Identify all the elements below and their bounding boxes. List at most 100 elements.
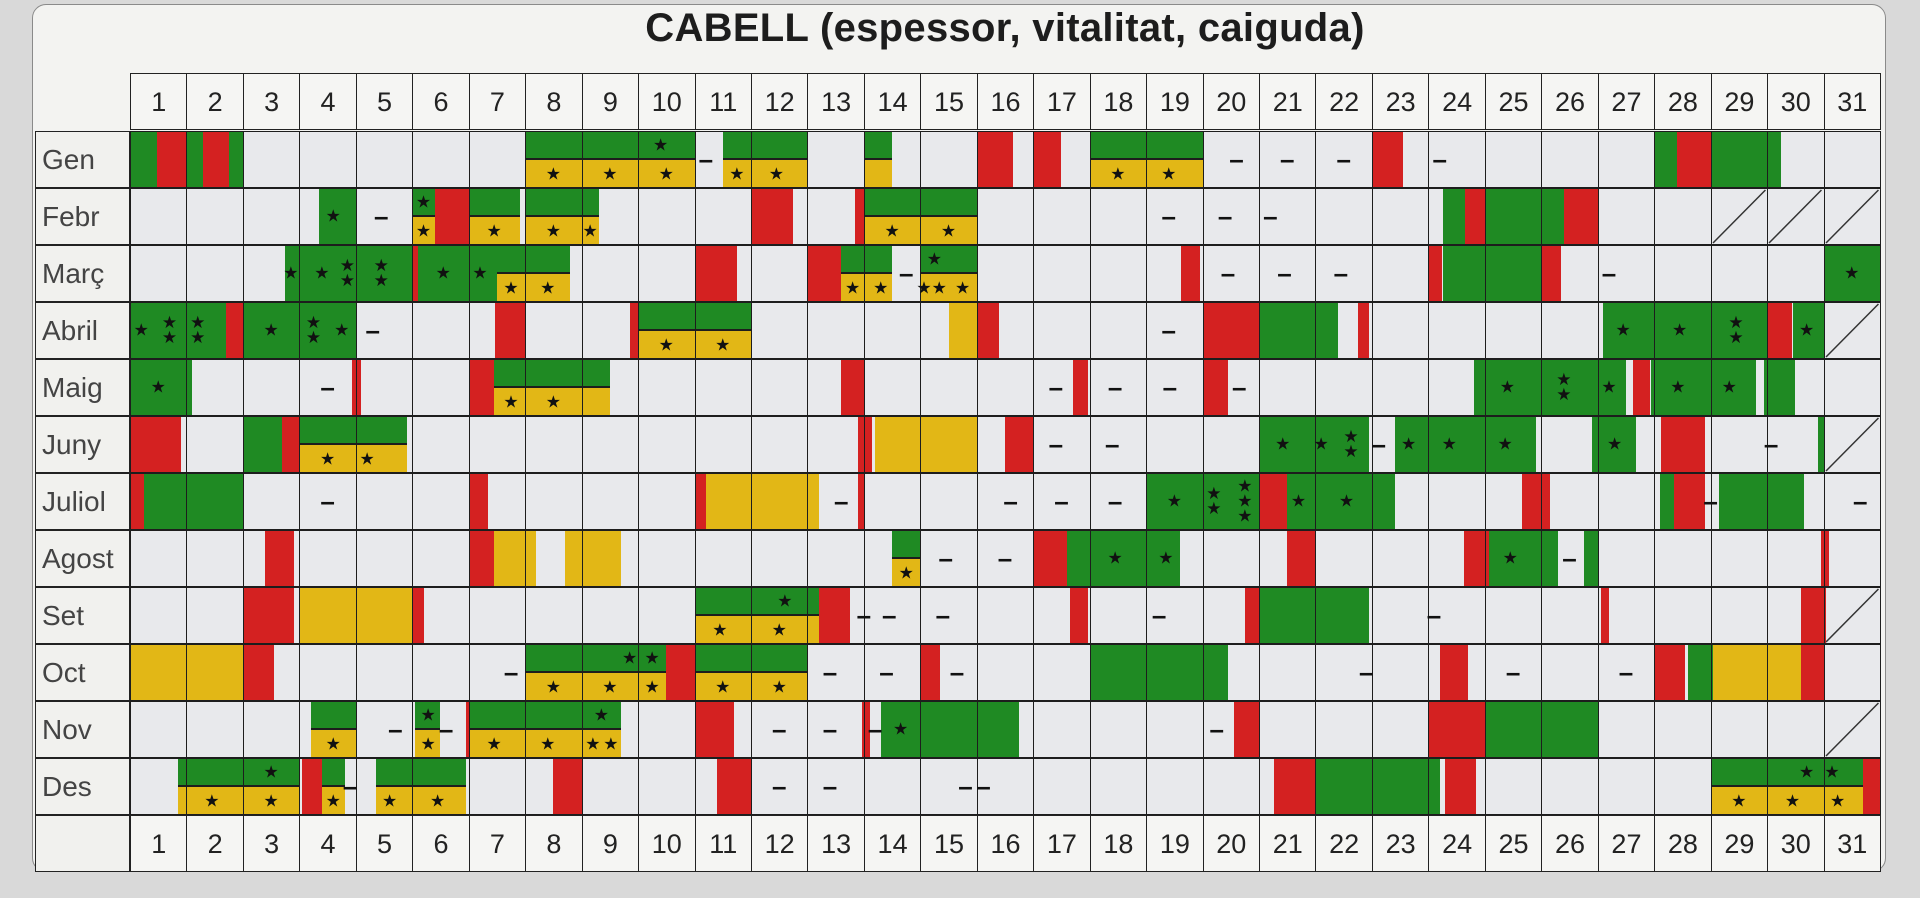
star-icon: ★ (644, 648, 660, 668)
day-cell (242, 701, 301, 758)
star-icon: ★ (892, 719, 909, 739)
day-cell (1541, 644, 1599, 701)
red-segment (1072, 359, 1088, 416)
favourable-green-segment (375, 758, 466, 786)
day-cell (750, 302, 809, 359)
day-cell (299, 587, 357, 644)
day-cell (1371, 587, 1430, 644)
day-cell (355, 701, 414, 758)
favourable-green-segment (863, 131, 893, 159)
day-cell (694, 701, 752, 758)
header-day: 13 (807, 73, 865, 130)
red-segment (1800, 644, 1824, 701)
day-cell (1371, 188, 1430, 245)
star-icon: ★ (884, 221, 900, 241)
star-icon: ★ (382, 791, 398, 811)
footer-day: 19 (1146, 815, 1204, 872)
day-cell (1428, 359, 1486, 416)
red-segment (858, 416, 873, 473)
star-icon: ★ (602, 677, 618, 697)
day-cell (1767, 359, 1825, 416)
day-cell (299, 644, 357, 701)
green-segment (242, 416, 283, 473)
star-icon: ★ (715, 677, 731, 697)
footer-day: 9 (581, 815, 640, 872)
favourable-green-segment (525, 644, 667, 672)
day-cell (1089, 758, 1148, 815)
month-row: ★ – ★ ★ – – – – ★ ★ ★ ★ ★ ★ (130, 359, 1881, 416)
red-segment (717, 758, 751, 815)
day-cell (694, 245, 752, 302)
day-cell (355, 530, 414, 587)
day-cell (186, 359, 244, 416)
day-cell (1089, 701, 1148, 758)
day-cell (581, 758, 640, 815)
yellow-segment (1713, 644, 1801, 701)
green-segment (285, 245, 413, 302)
red-segment (1820, 530, 1830, 587)
day-cell (525, 416, 583, 473)
day-cell (920, 416, 978, 473)
star-icon: ★ (1798, 762, 1815, 782)
star-icon: ★ (1844, 263, 1860, 283)
green-segment (1719, 473, 1804, 530)
star-icon: ★ (314, 263, 330, 283)
month-row: ★ ★ ★ – – – – – (130, 587, 1881, 644)
favourable-green-segment (496, 245, 571, 273)
star-icon: ★ (133, 320, 149, 340)
day-cell (1654, 758, 1712, 815)
day-cell (1767, 530, 1825, 587)
green-segment (1394, 416, 1536, 473)
favourable-green-segment (920, 245, 977, 273)
day-cell (130, 758, 188, 815)
favourable-yellow-segment (310, 730, 356, 758)
red-segment (1600, 587, 1610, 644)
green-segment (1823, 245, 1880, 302)
day-cell (468, 473, 527, 530)
day-cell (1202, 530, 1261, 587)
day-cell (638, 245, 696, 302)
green-segment (1259, 302, 1339, 359)
star-icon: ★ (420, 734, 436, 754)
red-segment (242, 587, 294, 644)
day-cell (1033, 530, 1091, 587)
month-row: ★ – – ★ ★ ★ – (130, 530, 1881, 587)
favourable-yellow-segment (468, 730, 622, 758)
red-segment (629, 302, 639, 359)
segment-divider (415, 728, 441, 730)
day-cell (412, 416, 470, 473)
dash-icon: – (867, 714, 883, 744)
month-label: Nov (35, 701, 130, 758)
dash-icon: – (1105, 429, 1120, 459)
day-cell (1428, 188, 1486, 245)
day-cell (581, 473, 640, 530)
star-icon: ★ (1607, 434, 1623, 454)
day-cell (1541, 245, 1599, 302)
green-segment (1067, 530, 1180, 587)
day-cell (1823, 758, 1881, 815)
red-segment (412, 587, 424, 644)
day-cell (468, 302, 527, 359)
day-cell (355, 644, 414, 701)
star-icon: ★ (319, 449, 336, 469)
star-icon: ★ (1670, 377, 1686, 397)
day-cell (807, 359, 865, 416)
star-icon: ★ (325, 734, 341, 754)
favourable-yellow-segment (863, 160, 893, 188)
favourable-yellow-segment (468, 217, 520, 245)
favourable-green-segment (494, 359, 610, 387)
red-segment (1287, 530, 1316, 587)
dash-icon: – (949, 657, 965, 687)
nonexistent-day-diagonal (1768, 189, 1823, 244)
star-icon: ★ (593, 705, 609, 725)
day-cell (412, 302, 470, 359)
red-segment (1445, 758, 1477, 815)
dash-icon: – (373, 201, 389, 231)
star-icon: ★ (1601, 377, 1617, 397)
day-cell (1146, 245, 1204, 302)
favourable-green-segment (412, 188, 435, 216)
day-cell (1428, 473, 1486, 530)
footer-day: 22 (1315, 815, 1373, 872)
day-cell (186, 245, 244, 302)
header-day: 15 (920, 73, 978, 130)
